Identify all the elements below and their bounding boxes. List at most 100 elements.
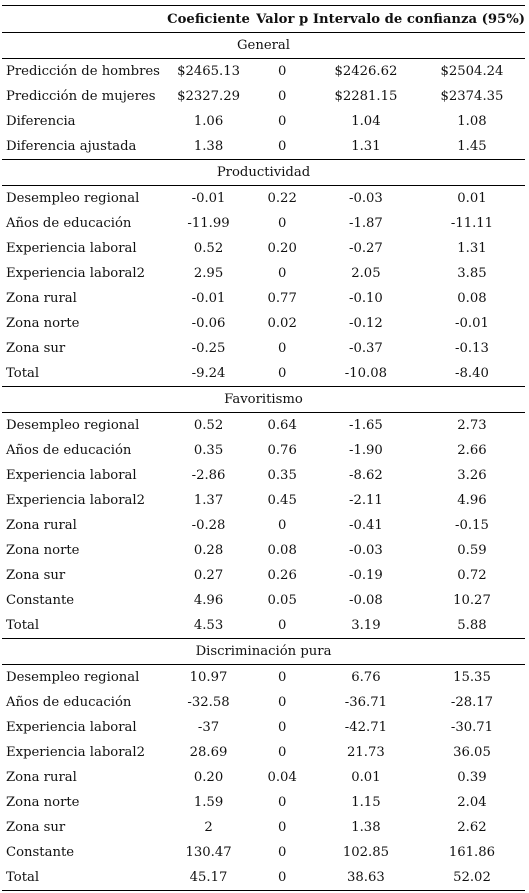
- header-empty-cell: [2, 5, 166, 33]
- table-row: Años de educación -11.99 0 -1.87 -11.11: [2, 211, 525, 236]
- ci-upper-cell: -30.71: [450, 720, 494, 735]
- section-title: Productividad: [2, 159, 525, 186]
- table-row: Zona sur 0.27 0.26 -0.19 0.72: [2, 563, 525, 588]
- row-label: Total: [2, 361, 166, 387]
- coeficiente-cell: -0.06: [191, 316, 226, 331]
- ci-upper-cell: -11.11: [450, 216, 494, 231]
- ci-lower-cell: -0.10: [348, 291, 383, 306]
- ci-lower-cell: 38.63: [312, 865, 419, 891]
- table-row: Zona norte 1.59 0 1.15 2.04: [2, 790, 525, 815]
- coeficiente-cell: 0.52: [193, 241, 224, 256]
- valor-p-cell: 0.02: [267, 316, 297, 331]
- ci-lower-cell: 21.73: [347, 745, 385, 760]
- row-label: Zona rural: [6, 518, 77, 533]
- valor-p-cell: 0.08: [267, 543, 297, 558]
- ci-lower-cell: -0.27: [348, 241, 383, 256]
- valor-p-cell: 0: [277, 720, 287, 735]
- valor-p-cell: 0.35: [267, 468, 297, 483]
- ci-upper-cell: 2.66: [457, 443, 487, 458]
- coeficiente-cell: -0.25: [191, 341, 226, 356]
- row-label: Zona sur: [6, 568, 66, 583]
- ci-lower-cell: -0.41: [348, 518, 383, 533]
- section-header-row: Discriminación pura: [2, 638, 525, 665]
- section-title: Favoritismo: [2, 386, 525, 413]
- ci-upper-cell: 0.08: [457, 291, 487, 306]
- coeficiente-cell: 45.17: [165, 865, 252, 891]
- valor-p-cell: 0.04: [267, 770, 297, 785]
- row-label: Total: [2, 613, 166, 639]
- ci-lower-cell: -0.19: [348, 568, 383, 583]
- coeficiente-cell: 2.95: [193, 266, 224, 281]
- ci-upper-cell: 0.39: [457, 770, 487, 785]
- table-row: Zona norte -0.06 0.02 -0.12 -0.01: [2, 311, 525, 336]
- coeficiente-cell: -32.58: [187, 695, 230, 710]
- ci-upper-cell: 52.02: [418, 865, 525, 891]
- section-header-row: General: [2, 32, 525, 59]
- valor-p-cell: 0: [277, 695, 287, 710]
- row-label: Zona sur: [6, 820, 66, 835]
- ci-upper-cell: 0.59: [457, 543, 487, 558]
- ci-lower-cell: -42.71: [344, 720, 388, 735]
- ci-lower-cell: -1.90: [348, 443, 383, 458]
- valor-p-cell: 0: [277, 341, 287, 356]
- coeficiente-cell: 130.47: [185, 845, 232, 860]
- row-label: Desempleo regional: [6, 670, 140, 685]
- row-label: Experiencia laboral: [6, 720, 137, 735]
- row-label: Zona norte: [6, 795, 80, 810]
- table-row: Experiencia laboral2 1.37 0.45 -2.11 4.96: [2, 488, 525, 513]
- ci-upper-cell: 0.01: [457, 191, 487, 206]
- row-label: Experiencia laboral2: [6, 745, 146, 760]
- ci-upper-cell: 3.85: [457, 266, 487, 281]
- decomposition-table: Coeficiente Valor p Intervalo de confian…: [2, 5, 525, 891]
- ci-lower-cell: 3.19: [312, 613, 419, 639]
- table-row: Total 45.17 0 38.63 52.02: [2, 865, 525, 891]
- valor-p-cell: 0: [277, 216, 287, 231]
- coeficiente-cell: -9.24: [165, 361, 252, 387]
- ci-upper-cell: 1.45: [418, 134, 525, 160]
- ci-upper-cell: $2374.35: [440, 89, 504, 104]
- coeficiente-cell: 4.53: [165, 613, 252, 639]
- valor-p-cell: 0: [277, 820, 287, 835]
- ci-upper-cell: 1.08: [457, 114, 487, 129]
- row-label: Predicción de hombres: [6, 64, 160, 79]
- valor-p-cell: 0: [251, 865, 313, 891]
- ci-lower-cell: $2426.62: [334, 64, 398, 79]
- ci-lower-cell: 1.31: [312, 134, 419, 160]
- ci-lower-cell: 0.01: [351, 770, 381, 785]
- row-label: Experiencia laboral: [6, 241, 137, 256]
- valor-p-cell: 0: [277, 670, 287, 685]
- table-row: Zona norte 0.28 0.08 -0.03 0.59: [2, 538, 525, 563]
- valor-p-cell: 0: [277, 89, 287, 104]
- ci-upper-cell: -8.40: [418, 361, 525, 387]
- valor-p-cell: 0: [251, 361, 313, 387]
- table-row: Años de educación 0.35 0.76 -1.90 2.66: [2, 438, 525, 463]
- coeficiente-cell: 0.52: [193, 418, 224, 433]
- ci-upper-cell: $2504.24: [440, 64, 504, 79]
- header-coeficiente: Coeficiente: [165, 5, 252, 33]
- ci-lower-cell: $2281.15: [334, 89, 398, 104]
- section-title: Discriminación pura: [2, 638, 525, 665]
- row-label: Años de educación: [6, 443, 132, 458]
- valor-p-cell: 0: [251, 613, 313, 639]
- valor-p-cell: 0: [277, 64, 287, 79]
- table-row: Experiencia laboral2 2.95 0 2.05 3.85: [2, 261, 525, 286]
- table-row: Desempleo regional -0.01 0.22 -0.03 0.01: [2, 186, 525, 212]
- coeficiente-cell: 1.38: [165, 134, 252, 160]
- coeficiente-cell: 0.28: [193, 543, 224, 558]
- table-row: Experiencia laboral 0.52 0.20 -0.27 1.31: [2, 236, 525, 261]
- table-row: Diferencia 1.06 0 1.04 1.08: [2, 109, 525, 134]
- valor-p-cell: 0: [277, 745, 287, 760]
- ci-lower-cell: -0.12: [348, 316, 383, 331]
- table-row: Zona sur 2 0 1.38 2.62: [2, 815, 525, 840]
- table-row: Experiencia laboral2 28.69 0 21.73 36.05: [2, 740, 525, 765]
- coeficiente-cell: -0.28: [191, 518, 226, 533]
- ci-upper-cell: 5.88: [418, 613, 525, 639]
- coeficiente-cell: $2327.29: [177, 89, 240, 104]
- valor-p-cell: 0.26: [267, 568, 297, 583]
- ci-upper-cell: 10.27: [453, 593, 491, 608]
- row-label: Zona norte: [6, 543, 80, 558]
- coeficiente-cell: 0.20: [193, 770, 224, 785]
- coeficiente-cell: 4.96: [193, 593, 224, 608]
- valor-p-cell: 0: [277, 795, 287, 810]
- valor-p-cell: 0: [277, 266, 287, 281]
